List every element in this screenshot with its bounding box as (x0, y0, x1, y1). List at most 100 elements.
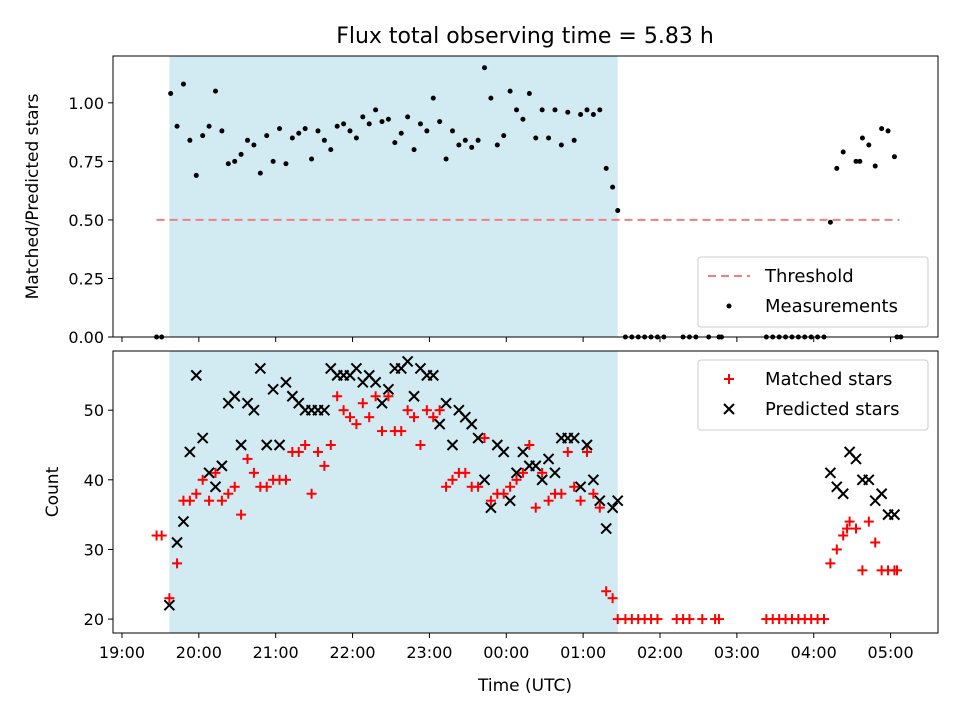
predicted-stars-point-b (606, 501, 619, 514)
predicted-stars-point-b (574, 481, 587, 493)
predicted-stars-point (472, 432, 484, 444)
measurements-point (168, 90, 174, 96)
predicted-stars-point (587, 474, 600, 486)
predicted-stars-point (824, 467, 837, 479)
measurements-point (507, 88, 513, 94)
predicted-stars-point-b (485, 501, 497, 514)
predicted-stars-point-b (369, 376, 382, 389)
measurements-point (879, 126, 885, 132)
matched-stars-point (377, 426, 388, 437)
predicted-stars-point-b (350, 362, 363, 375)
matched-stars-point (607, 593, 618, 604)
predicted-stars-point (594, 494, 606, 507)
measurements-point (200, 133, 206, 139)
predicted-stars-point-b (549, 467, 561, 479)
measurements-point (443, 156, 449, 162)
bottom-y-tick-label: 40 (84, 471, 104, 490)
matched-stars-point (370, 391, 381, 402)
predicted-stars-series (163, 355, 901, 611)
top-y-tick-label: 1.00 (68, 94, 104, 113)
measurements-point (590, 112, 596, 118)
measurements-point (546, 135, 552, 141)
predicted-stars-point (369, 376, 382, 389)
predicted-stars-point-b (235, 439, 247, 451)
matched-stars-point (396, 426, 407, 437)
matched-stars-point (511, 474, 522, 485)
matched-stars-point (184, 495, 195, 506)
measurements-point (180, 81, 186, 87)
matched-stars-point (473, 481, 484, 492)
measurements-point (277, 126, 283, 132)
predicted-stars-point (190, 369, 202, 382)
measurements-point (539, 107, 545, 113)
measurements-point (449, 128, 455, 134)
predicted-stars-point-b (863, 474, 875, 486)
measurements-point (424, 128, 430, 134)
matched-stars-point (351, 419, 362, 430)
matched-stars-point (892, 565, 903, 576)
predicted-stars-point (433, 418, 446, 430)
predicted-stars-point-b (453, 404, 465, 416)
measurements-point (347, 128, 353, 134)
predicted-stars-point-b (228, 390, 241, 402)
measurements-point (827, 219, 833, 225)
measurements-point (597, 107, 603, 113)
matched-stars-point (556, 488, 567, 499)
measurements-point (437, 119, 443, 125)
top-y-tick-label: 0.00 (68, 328, 104, 347)
measurements-point (296, 130, 302, 136)
predicted-stars-point-b (888, 508, 901, 521)
predicted-stars-point (184, 446, 196, 458)
top-panel-legend: Threshold Measurements (697, 256, 929, 328)
predicted-stars-point-b (209, 481, 222, 493)
matched-stars-point (498, 488, 509, 499)
matched-stars-point (485, 495, 496, 506)
predicted-stars-point-b (248, 404, 260, 416)
measurements-point (315, 128, 321, 134)
x-tick-label: 05:00 (868, 643, 914, 662)
predicted-stars-point-b (196, 432, 209, 444)
matched-stars-series (151, 391, 903, 625)
top-legend-box (697, 256, 929, 328)
legend-matched-stars-label: Matched stars (765, 369, 892, 390)
measurements-point (238, 151, 244, 157)
observing-span-shade-bottom (169, 351, 618, 633)
measurements-point (174, 123, 180, 129)
matched-stars-point (383, 391, 394, 402)
predicted-stars-point (427, 369, 439, 382)
bottom-panel-plot-area (151, 355, 903, 625)
matched-stars-point (332, 391, 343, 402)
predicted-stars-point (530, 460, 542, 472)
x-tick-label: 20:00 (176, 643, 222, 662)
predicted-stars-point (228, 390, 241, 402)
measurements-point (251, 142, 257, 148)
predicted-stars-point-b (171, 536, 183, 549)
measurements-point (264, 133, 270, 139)
predicted-stars-point-b (568, 432, 580, 444)
measurements-point (283, 161, 289, 167)
x-tick-label: 03:00 (714, 643, 760, 662)
predicted-stars-point-b (203, 467, 215, 479)
matched-stars-point (831, 544, 842, 555)
predicted-stars-point (581, 439, 593, 451)
predicted-stars-point (875, 488, 888, 500)
matched-stars-point (575, 495, 586, 506)
measurements-point (360, 114, 366, 120)
measurements-point (482, 65, 488, 71)
measurements-point (456, 142, 462, 148)
measurements-point (392, 140, 398, 146)
matched-stars-point (364, 412, 375, 423)
matched-stars-point (312, 446, 323, 457)
predicted-stars-point (261, 439, 273, 451)
predicted-stars-point (273, 439, 286, 451)
matched-stars-point (409, 412, 420, 423)
bottom-y-tick-label: 20 (84, 610, 104, 629)
legend-measurements-label: Measurements (765, 296, 898, 317)
matched-stars-point (325, 440, 336, 450)
x-tick-label: 01:00 (560, 643, 606, 662)
matched-stars-point (223, 488, 234, 499)
predicted-stars-point-b (267, 383, 279, 396)
measurements-point (565, 109, 571, 115)
predicted-stars-point (504, 494, 516, 507)
matched-stars-point (601, 586, 612, 597)
